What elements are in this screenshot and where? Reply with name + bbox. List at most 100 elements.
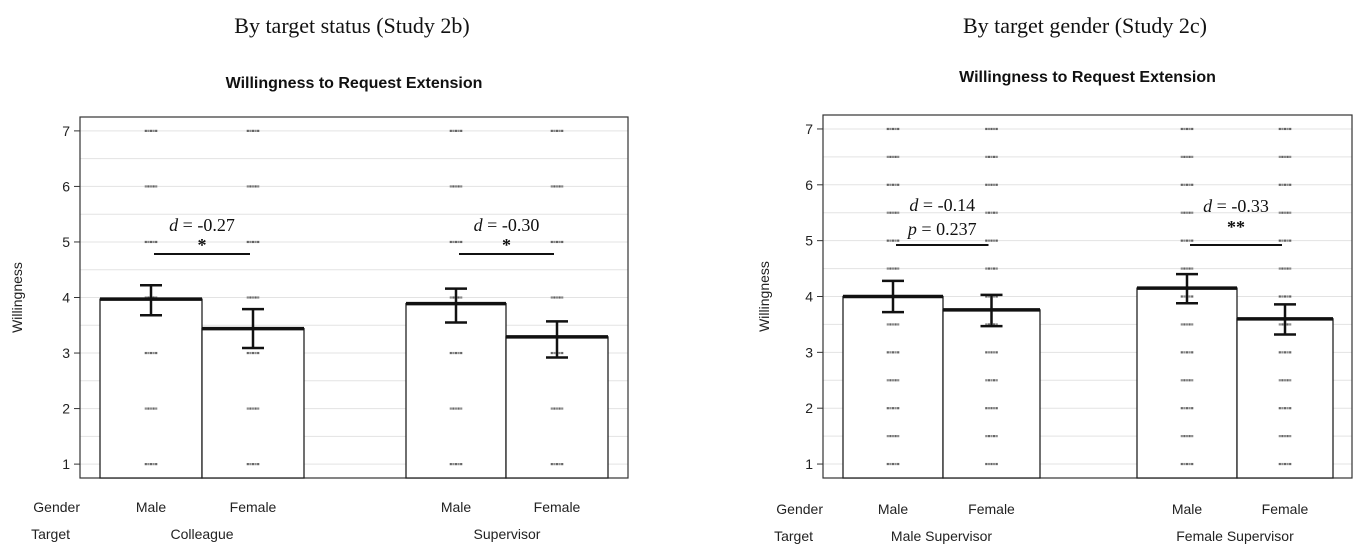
data-point [1185,435,1189,438]
data-point [889,211,892,214]
y-tick-label: 7 [62,123,70,139]
y-axis-label: Willingness [756,261,772,332]
data-point [561,185,564,188]
data-point [1188,295,1191,298]
data-point [886,267,889,270]
data-point [889,351,892,354]
data-point [993,462,996,466]
data-point [1180,407,1183,410]
data-point [1278,323,1281,326]
data-point [985,323,988,326]
left-heading: By target status (Study 2b) [234,13,469,38]
data-point [251,185,255,188]
data-point [1289,435,1292,438]
data-point [1188,183,1191,186]
data-point [1188,239,1191,242]
y-tick-label: 7 [805,121,813,137]
data-point [985,127,988,131]
data-point [149,129,153,132]
data-point [1191,183,1194,186]
data-point [457,407,460,410]
data-point [452,185,455,188]
data-point [987,407,990,410]
data-point [1183,155,1186,158]
data-point [1281,435,1284,438]
data-point [886,211,889,214]
data-point [457,463,460,466]
effect-size-label: d = -0.27 [169,215,235,235]
data-point [457,240,460,244]
data-point [1286,127,1289,131]
status-chart-panel: Willingness to Request Extension 1 2 3 4 5 6 7 W… [9,75,629,542]
data-point [152,407,155,410]
bar [942,309,1041,479]
data-point [454,240,458,244]
data-point [993,435,996,438]
data-point [1281,267,1284,270]
data-point [257,129,260,132]
bar [201,327,305,479]
data-point [449,296,452,299]
data-point [985,435,988,438]
data-point [555,463,559,466]
data-point [558,240,561,244]
data-point [561,351,564,355]
data-point [147,129,150,132]
gender-row-label: Gender [776,501,823,517]
data-point [1278,435,1281,438]
y-tick-label: 3 [805,344,813,360]
y-axis-label: Willingness [9,262,25,333]
data-point [561,407,564,410]
data-point [149,351,153,355]
data-point [1286,295,1289,298]
data-point [144,129,147,132]
data-point [249,351,252,355]
data-point [993,211,996,214]
data-point [1286,379,1289,382]
data-point [1278,351,1281,354]
data-point [897,407,900,410]
data-point [152,240,155,244]
data-point [147,463,150,466]
data-point [1183,435,1186,438]
data-point [460,407,463,410]
data-point [452,240,455,244]
effect-size-label: d = -0.33 [1203,196,1269,216]
data-point [891,407,895,410]
data-point [550,463,553,466]
data-point [897,127,900,131]
data-point [1278,211,1281,214]
data-point [985,211,988,214]
data-point [987,183,990,186]
data-point [1180,267,1183,270]
data-point [147,407,150,410]
data-point [894,323,897,326]
data-point [1286,155,1289,158]
data-point [1283,351,1287,354]
data-point [249,185,252,188]
data-point [555,296,559,299]
data-point [1289,267,1292,270]
data-point [149,240,153,244]
data-point [889,239,892,242]
gender-tick-label: Male [441,499,472,515]
data-point [1188,127,1191,131]
data-point [1183,351,1186,354]
data-point [558,296,561,299]
data-point [1278,407,1281,410]
data-point [889,323,892,326]
data-point [897,379,900,382]
data-point [894,351,897,354]
data-point [246,463,249,466]
y-tick-label: 4 [805,289,813,305]
data-point [1180,379,1183,382]
data-point [897,435,900,438]
data-point [1289,183,1292,186]
data-point [995,211,998,214]
data-point [990,183,993,186]
data-point [257,296,260,299]
data-point [460,129,463,132]
y-tick-label: 2 [62,401,70,417]
data-point [246,240,249,244]
data-point [553,463,556,466]
